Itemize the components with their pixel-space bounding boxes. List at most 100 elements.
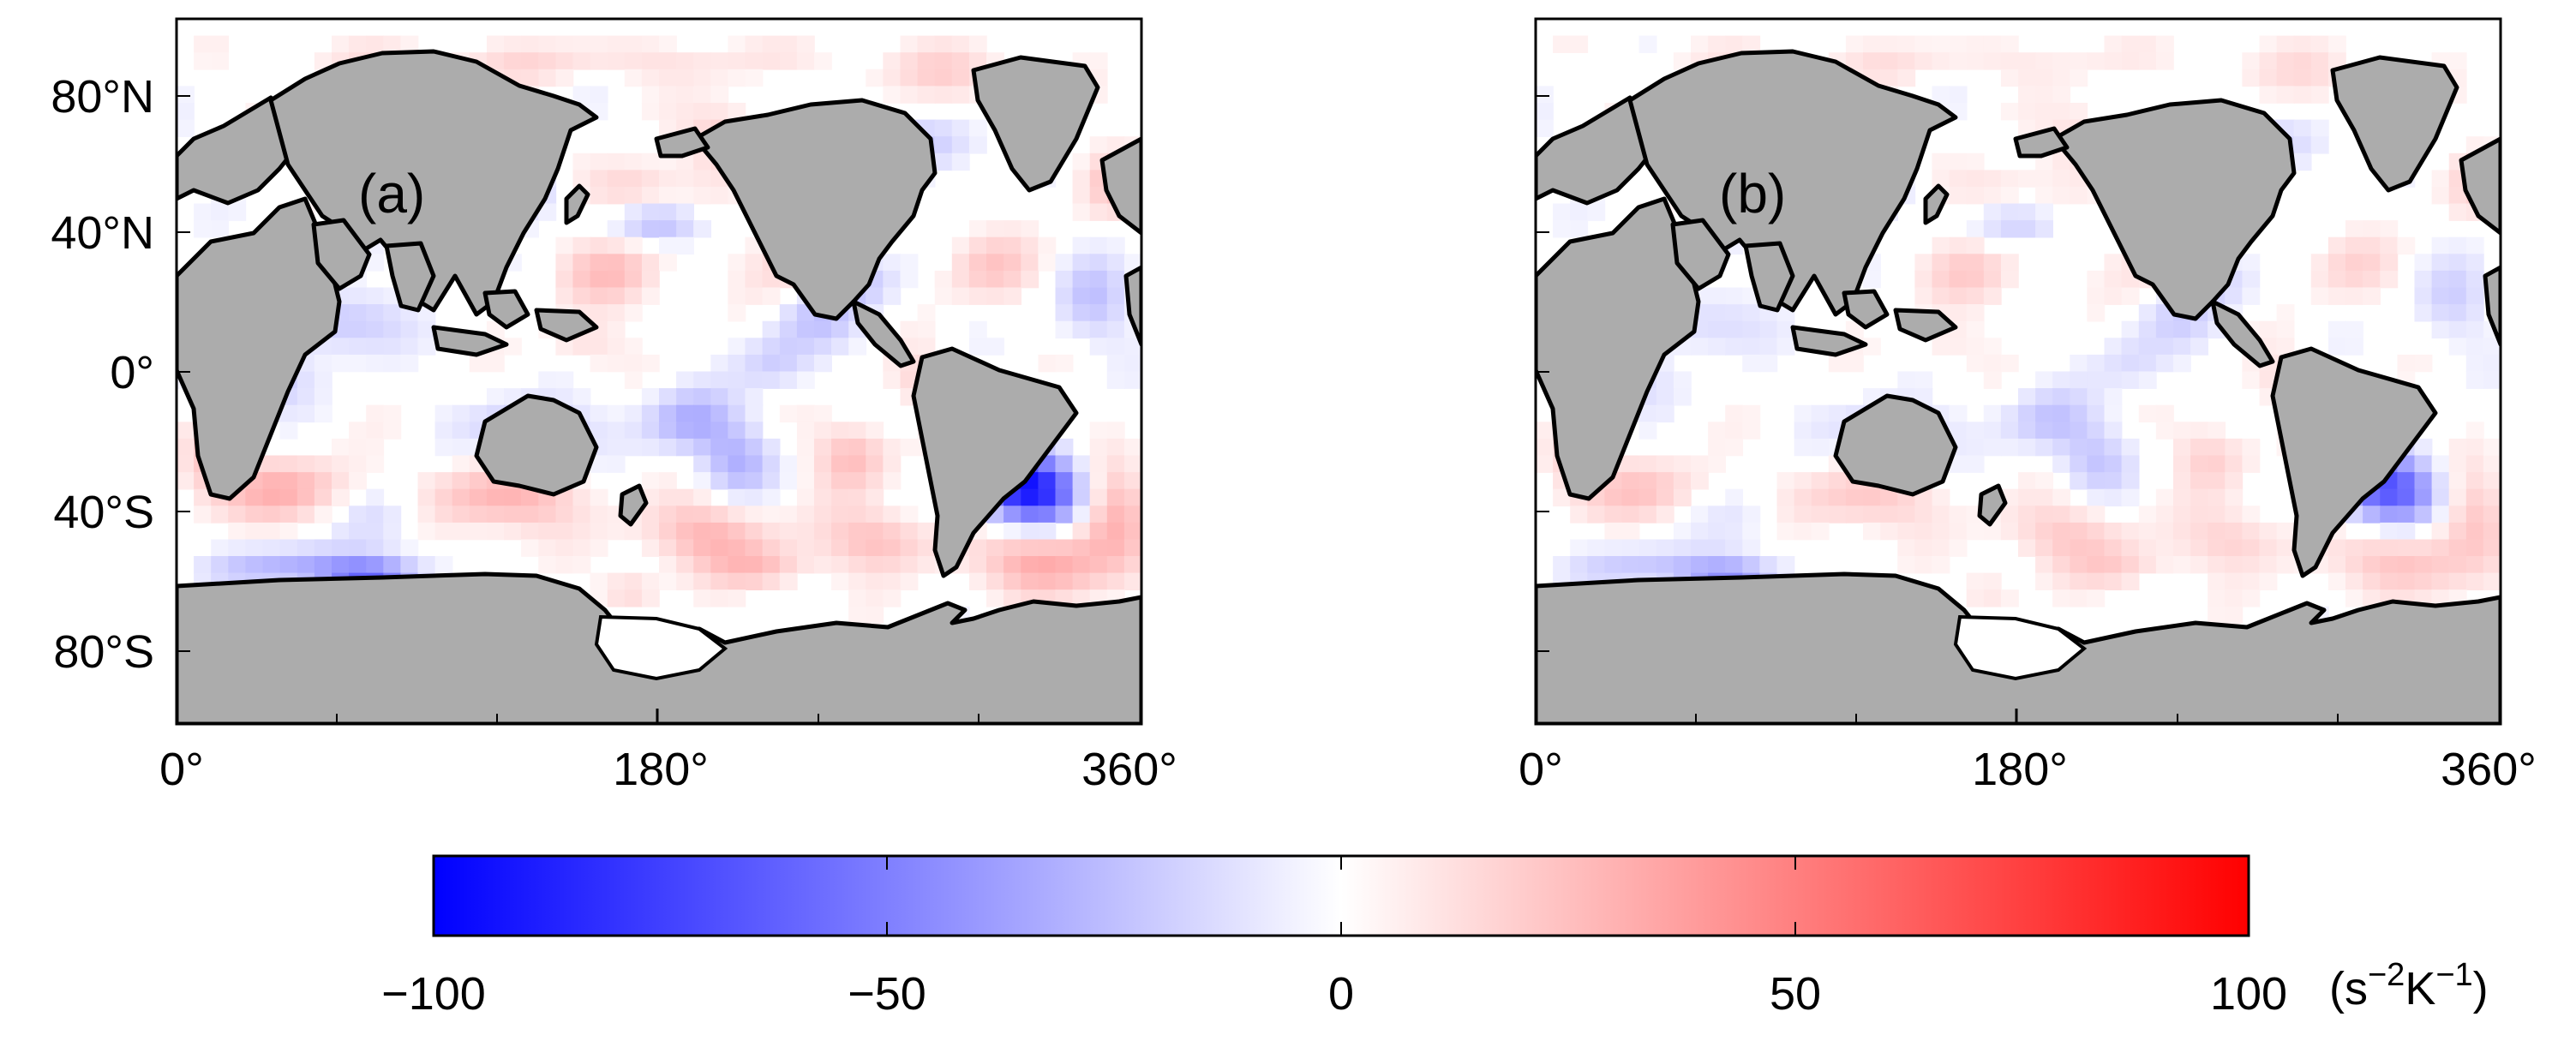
field-cell [1725,338,1744,356]
field-cell [1776,472,1795,490]
field-cell [2431,522,2450,541]
field-cell [1932,338,1950,356]
field-cell [1123,506,1141,524]
field-cell [1880,522,1898,541]
field-cell [883,52,902,70]
field-cell [590,304,608,322]
field-cell [1638,455,1657,473]
field-cell [2465,354,2484,373]
field-cell [297,556,315,574]
field-cell [624,338,643,356]
field-cell [728,539,746,557]
field-cell [2431,572,2450,590]
field-cell [211,539,230,557]
field-cell [1673,455,1692,473]
field-cell [228,556,247,574]
field-cell [2070,69,2088,87]
field-cell [641,422,660,440]
field-cell [2000,52,2019,70]
field-cell [883,589,902,607]
x-tick-360-b: 360° [2441,744,2537,795]
field-cell [1897,522,1916,541]
field-cell [607,287,626,305]
field-cell [1553,556,1571,574]
field-cell [641,472,660,490]
field-cell [2208,438,2226,457]
field-cell [2397,236,2416,255]
field-cell [2138,354,2157,373]
field-cell [951,254,970,272]
field-cell [728,287,746,305]
field-cell [572,52,591,70]
field-cell [228,506,247,524]
field-cell [2121,539,2140,557]
field-cell [1604,539,1623,557]
field-cell [1003,287,1021,305]
field-cell [2104,388,2123,406]
field-cell [2035,556,2053,574]
field-cell [1621,472,1640,490]
field-cell [659,572,677,590]
field-cell [796,556,815,574]
field-cell [1038,556,1057,574]
field-cell [2138,522,2157,541]
field-cell [2173,472,2191,490]
field-cell [297,472,315,490]
field-cell [590,287,608,305]
field-cell [400,338,419,356]
field-cell [555,539,574,557]
field-cell [1123,455,1141,473]
field-cell [693,522,712,541]
field-cell [434,404,453,423]
field-cell [624,187,643,205]
field-cell [951,153,970,171]
x-tick-180-b: 180° [1972,744,2068,795]
field-cell [2380,254,2399,272]
field-cell [1621,488,1640,507]
field-cell [624,236,643,255]
field-cell [641,52,660,70]
field-cell [279,556,298,574]
field-cell [607,52,626,70]
field-cell [2276,522,2295,541]
field-cell [883,287,902,305]
field-cell [2225,506,2244,524]
field-cell [1983,254,2002,272]
field-cell [2035,103,2053,121]
field-cell [762,52,781,70]
field-cell [745,438,764,457]
field-cell [1949,522,1968,541]
field-cell [641,220,660,238]
field-cell [2397,506,2416,524]
field-cell [1708,438,1726,457]
field-cell [245,539,264,557]
field-cell [2155,556,2174,574]
field-cell [1106,438,1125,457]
field-cell [917,522,936,541]
field-cell [1742,35,1761,53]
field-cell [1914,371,1933,389]
field-cell [1932,556,1950,574]
field-cell [1794,522,1812,541]
field-cell [2448,506,2467,524]
field-cell [1708,455,1726,473]
field-cell [1932,35,1950,53]
field-cell [2052,86,2071,104]
field-cell [624,52,643,70]
field-cell [676,438,694,457]
field-cell [2225,539,2244,557]
field-cell [1003,270,1021,289]
field-cell [2000,254,2019,272]
field-cell [2483,371,2501,389]
field-cell [659,472,677,490]
field-cell [1983,220,2002,238]
field-cell [2018,472,2036,490]
field-cell [2483,522,2501,541]
field-cell [2448,472,2467,490]
field-cell [1932,52,1950,70]
field-cell [400,320,419,339]
field-cell [1845,488,1864,507]
field-cell [814,556,832,574]
field-cell [607,254,626,272]
field-cell [2104,455,2123,473]
